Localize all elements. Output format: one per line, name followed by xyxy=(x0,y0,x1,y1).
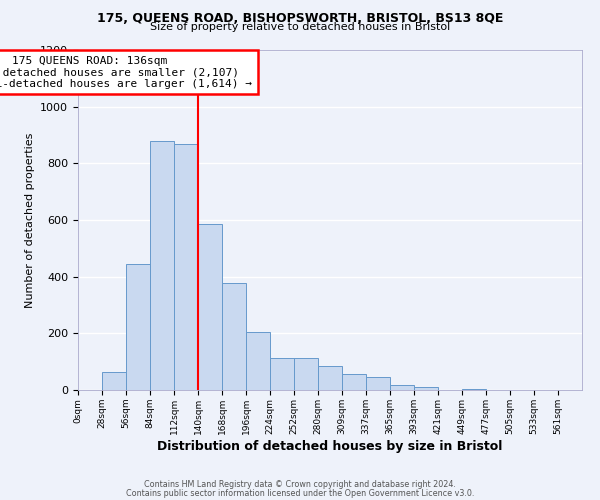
Bar xyxy=(126,264,150,390)
X-axis label: Distribution of detached houses by size in Bristol: Distribution of detached houses by size … xyxy=(157,440,503,452)
Text: 175 QUEENS ROAD: 136sqm
← 56% of detached houses are smaller (2,107)
43% of semi: 175 QUEENS ROAD: 136sqm ← 56% of detache… xyxy=(0,56,252,89)
Text: Size of property relative to detached houses in Bristol: Size of property relative to detached ho… xyxy=(150,22,450,32)
Text: Contains HM Land Registry data © Crown copyright and database right 2024.: Contains HM Land Registry data © Crown c… xyxy=(144,480,456,489)
Bar xyxy=(174,144,198,390)
Bar xyxy=(270,358,294,390)
Bar xyxy=(318,366,342,390)
Bar xyxy=(102,372,126,390)
Text: Contains public sector information licensed under the Open Government Licence v3: Contains public sector information licen… xyxy=(126,488,474,498)
Bar xyxy=(366,378,390,390)
Bar xyxy=(462,388,486,390)
Bar xyxy=(246,332,270,390)
Bar xyxy=(198,224,222,390)
Bar xyxy=(150,140,174,390)
Y-axis label: Number of detached properties: Number of detached properties xyxy=(25,132,35,308)
Bar xyxy=(222,283,246,390)
Bar xyxy=(294,358,318,390)
Text: 175, QUEENS ROAD, BISHOPSWORTH, BRISTOL, BS13 8QE: 175, QUEENS ROAD, BISHOPSWORTH, BRISTOL,… xyxy=(97,12,503,26)
Bar xyxy=(414,386,438,390)
Bar xyxy=(342,374,366,390)
Bar xyxy=(390,385,414,390)
